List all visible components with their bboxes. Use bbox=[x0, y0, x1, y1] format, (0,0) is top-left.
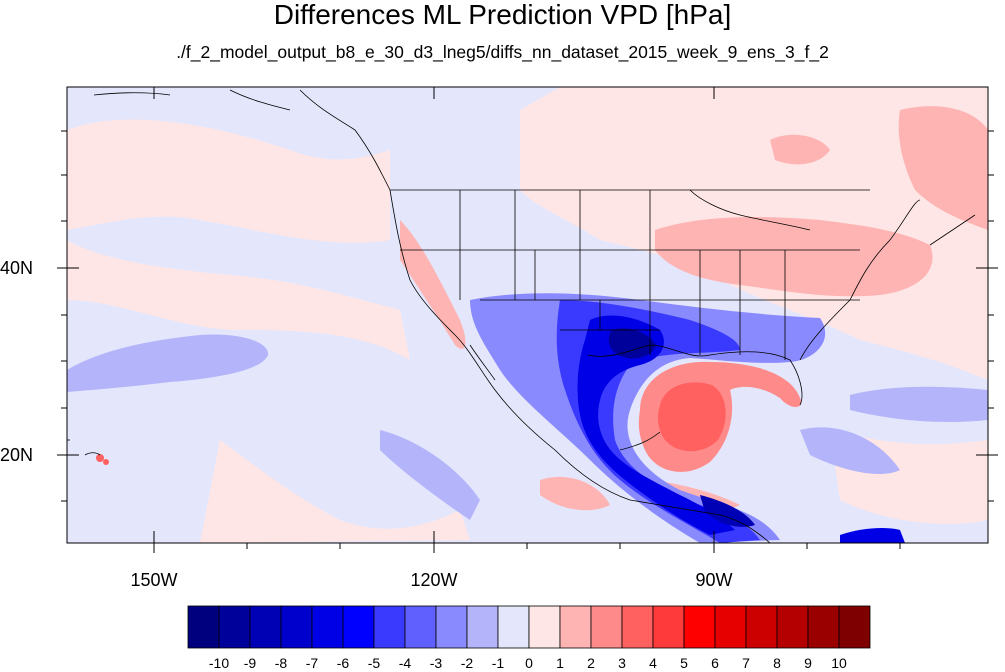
field-light-blue bbox=[67, 334, 988, 520]
colorbar-tick-label: 3 bbox=[618, 655, 626, 671]
colorbar-box bbox=[435, 605, 468, 649]
colorbar-tick-label: -4 bbox=[398, 655, 412, 671]
lon-label-90w: 90W bbox=[695, 570, 733, 590]
colorbar-box bbox=[621, 605, 654, 649]
colorbar-tick-label: 1 bbox=[556, 655, 564, 671]
colorbar-box bbox=[838, 605, 871, 649]
colorbar-tick-label: 5 bbox=[680, 655, 688, 671]
colorbar-box bbox=[528, 605, 561, 649]
colorbar-box bbox=[652, 605, 685, 649]
colorbar-box bbox=[249, 605, 282, 649]
field-gulf-red bbox=[638, 361, 801, 472]
colorbar bbox=[187, 605, 871, 649]
colorbar-tick-label: 8 bbox=[773, 655, 781, 671]
colorbar-tick-label: -1 bbox=[491, 655, 505, 671]
lon-label-150w: 150W bbox=[130, 570, 178, 590]
colorbar-box bbox=[187, 605, 220, 649]
colorbar-tick-label: -3 bbox=[429, 655, 443, 671]
colorbar-box bbox=[559, 605, 592, 649]
colorbar-tick-label: -5 bbox=[367, 655, 381, 671]
colorbar-tick-label: -6 bbox=[336, 655, 350, 671]
colorbar-box bbox=[311, 605, 344, 649]
page-subtitle: ./f_2_model_output_b8_e_30_d3_lneg5/diff… bbox=[176, 42, 829, 62]
colorbar-box bbox=[807, 605, 840, 649]
field-blue-band bbox=[470, 293, 905, 543]
colorbar-box bbox=[373, 605, 406, 649]
colorbar-box bbox=[776, 605, 809, 649]
colorbar-tick-label: -8 bbox=[274, 655, 288, 671]
colorbar-tick-label: -9 bbox=[243, 655, 257, 671]
colorbar-tick-label: 10 bbox=[831, 655, 847, 671]
colorbar-box bbox=[590, 605, 623, 649]
colorbar-box bbox=[466, 605, 499, 649]
colorbar-tick-label: 7 bbox=[742, 655, 750, 671]
colorbar-tick-label: 4 bbox=[649, 655, 657, 671]
map-coastlines bbox=[67, 89, 976, 543]
colorbar-box bbox=[280, 605, 313, 649]
map-inner-ticks bbox=[67, 87, 988, 543]
colorbar-tick-label: -2 bbox=[460, 655, 474, 671]
colorbar-box bbox=[218, 605, 251, 649]
lon-label-120w: 120W bbox=[410, 570, 458, 590]
colorbar-tick-label: 6 bbox=[711, 655, 719, 671]
colorbar-tick-label: -10 bbox=[208, 655, 230, 671]
map-field bbox=[67, 87, 988, 543]
colorbar-box bbox=[342, 605, 375, 649]
field-hawaii bbox=[96, 454, 109, 465]
colorbar-box bbox=[714, 605, 747, 649]
lat-label-20n: 20N bbox=[0, 445, 34, 465]
colorbar-box bbox=[683, 605, 716, 649]
colorbar-box bbox=[745, 605, 778, 649]
page-title: Differences ML Prediction VPD [hPa] bbox=[273, 0, 732, 30]
colorbar-tick-label: 9 bbox=[804, 655, 812, 671]
colorbar-tick-label: -7 bbox=[305, 655, 319, 671]
colorbar-box bbox=[497, 605, 530, 649]
map-outer-ticks bbox=[57, 130, 998, 553]
colorbar-tick-label: 2 bbox=[587, 655, 595, 671]
colorbar-tick-label: 0 bbox=[525, 655, 533, 671]
lat-label-40n: 40N bbox=[0, 258, 34, 278]
colorbar-box bbox=[404, 605, 437, 649]
